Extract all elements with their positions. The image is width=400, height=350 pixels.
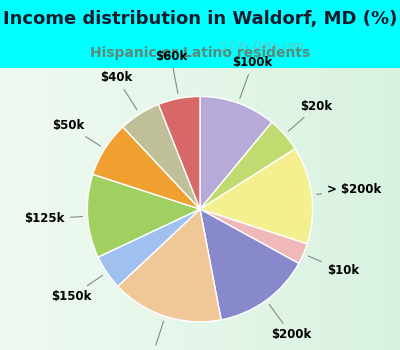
Wedge shape (200, 122, 295, 209)
Wedge shape (200, 149, 313, 244)
Text: $50k: $50k (52, 119, 100, 146)
Text: > $200k: > $200k (317, 183, 382, 196)
Wedge shape (123, 104, 200, 209)
Text: $150k: $150k (51, 275, 103, 303)
Wedge shape (200, 209, 299, 320)
Text: $10k: $10k (308, 256, 359, 278)
Text: Hispanic or Latino residents: Hispanic or Latino residents (90, 46, 310, 60)
Text: $75k: $75k (136, 321, 168, 350)
Text: $40k: $40k (100, 71, 137, 110)
Text: Income distribution in Waldorf, MD (%): Income distribution in Waldorf, MD (%) (3, 10, 397, 28)
Wedge shape (98, 209, 200, 286)
Text: $125k: $125k (24, 212, 82, 225)
Wedge shape (87, 174, 200, 257)
Text: $100k: $100k (232, 56, 273, 98)
Text: ⓘ City-Data.com: ⓘ City-Data.com (220, 41, 304, 51)
Wedge shape (118, 209, 221, 322)
Wedge shape (93, 127, 200, 209)
Wedge shape (200, 96, 272, 209)
Wedge shape (200, 209, 307, 264)
Text: $20k: $20k (288, 100, 333, 131)
Text: $60k: $60k (155, 50, 187, 93)
Text: $200k: $200k (269, 304, 312, 342)
Wedge shape (158, 96, 200, 209)
